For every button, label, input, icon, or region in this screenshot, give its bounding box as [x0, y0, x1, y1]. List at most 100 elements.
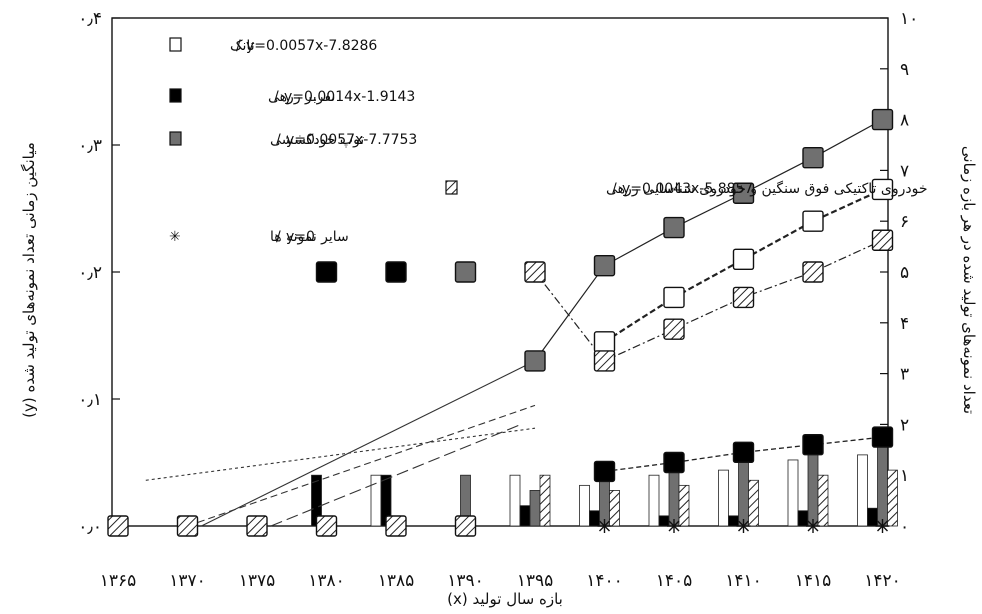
y-left-tick-label: ۰٫۰ [78, 517, 102, 537]
legend-swatch-apc [169, 88, 182, 103]
y-right-tick-label: ۰ [900, 517, 909, 537]
legend-item-spg: y=0.0057x-7.7753 / توپ خودکششی [169, 131, 417, 148]
bar [509, 474, 521, 527]
bar [867, 507, 878, 527]
y-left-axis-title: میانگین زمانی تعداد نمونه‌های تولید شده … [20, 142, 38, 418]
y-left-tick-label: ۰٫۱ [78, 390, 102, 410]
x-tick-label: ۱۳۷۰ [169, 571, 206, 591]
trend-lines [145, 360, 536, 527]
x-tick-label: ۱۳۹۰ [447, 571, 484, 591]
marker [871, 178, 894, 201]
bar [718, 469, 729, 527]
bars [311, 434, 898, 527]
legend-swatch-spg [169, 131, 182, 146]
y-right-tick-label: ۱۰ [900, 9, 918, 29]
legend-equation-spg: y=0.0057x-7.7753 [286, 132, 417, 148]
bar [787, 459, 799, 527]
legend-equation-other: y=0 [286, 229, 315, 245]
bar [797, 510, 809, 527]
y-right-tick-label: ۲ [900, 415, 909, 435]
marker-stroke [668, 520, 680, 532]
series-line [603, 188, 883, 343]
marker [246, 515, 268, 537]
y-right-tick-label: ۳ [900, 365, 909, 385]
legend-label-tactical: خودروی تاکتیکی فوق سنگین و خودروی شناسای… [606, 180, 928, 197]
legend: y=0.0057x-7.8286 / تانک y=0.0014x-1.9143… [169, 37, 928, 245]
marker [593, 331, 616, 353]
marker [315, 261, 338, 283]
legend-label-spg: توپ خودکششی [270, 132, 364, 148]
x-tick-label: ۱۳۷۵ [239, 571, 276, 591]
marker-other [875, 519, 890, 533]
marker [593, 460, 616, 483]
marker-other [667, 519, 681, 533]
marker [732, 182, 755, 204]
legend-separator: / [612, 181, 617, 197]
y-left-tick-label: ۰٫۴ [78, 9, 102, 29]
y-right-tick-labels: ۰ ۱ ۲ ۳ ۴ ۵ ۶ ۷ ۸ ۹ ۱۰ [900, 9, 918, 537]
marker [732, 286, 755, 309]
marker [802, 210, 824, 232]
legend-swatch-tank [169, 37, 182, 52]
x-axis-title: بازه سال تولید (x) [447, 590, 563, 608]
legend-separator: / [236, 38, 241, 54]
x-tick-label: ۱۳۹۵ [517, 571, 554, 591]
legend-label-other: سایر نمونه ها [270, 229, 349, 245]
marker-other [736, 519, 751, 533]
legend-swatch-other: ✳ [169, 229, 181, 245]
marker [176, 515, 199, 537]
legend-item-tank: y=0.0057x-7.8286 / تانک [169, 37, 377, 54]
bar [748, 479, 759, 527]
tick-marks [112, 17, 888, 527]
marker-stroke [807, 520, 819, 532]
bar [658, 515, 670, 527]
y-left-tick-label: ۰٫۲ [78, 263, 102, 283]
y-right-tick-label: ۷ [900, 161, 909, 181]
legend-item-tactical: y=0.0043x-5.8857 / خودروی تاکتیکی فوق سن… [445, 180, 928, 197]
legend-item-apc: y=0.0014x-1.9143 / نفربر زرهی [169, 88, 415, 105]
legend-equation-apc: y=0.0014x-1.9143 [284, 89, 415, 105]
bar [877, 434, 888, 527]
y-right-tick-label: ۸ [900, 111, 909, 131]
bar [728, 515, 739, 527]
x-tick-label: ۱۳۶۵ [100, 571, 137, 591]
marker [871, 229, 894, 251]
series-line [534, 239, 883, 362]
marker [802, 261, 824, 283]
marker [802, 146, 824, 169]
x-tick-label: ۱۳۸۵ [378, 571, 415, 591]
trend-line [145, 427, 536, 481]
x-tick-label: ۱۴۱۰ [725, 571, 762, 591]
marker [385, 515, 407, 537]
x-tick-label: ۱۴۰۰ [586, 571, 623, 591]
legend-separator: / [276, 229, 281, 245]
bar [589, 510, 600, 527]
marker [663, 286, 685, 309]
y-right-tick-label: ۹ [900, 60, 909, 80]
marker-other [597, 519, 612, 533]
marker-stroke [599, 520, 610, 532]
marker [107, 515, 129, 537]
marker [663, 216, 685, 239]
marker [732, 248, 755, 271]
bar [668, 464, 680, 527]
series-line [534, 119, 883, 362]
bar [817, 474, 829, 527]
marker [593, 254, 616, 277]
trend-line [201, 360, 536, 527]
x-tick-labels: ۱۳۶۵ ۱۳۷۰ ۱۳۷۵ ۱۳۸۰ ۱۳۸۵ ۱۳۹۰ ۱۳۹۵ ۱۴۰۰ ۱۴۰۵ ۱۴۱۰… [100, 571, 901, 591]
legend-equation-tank: y=0.0057x-7.8286 [246, 38, 377, 54]
y-right-tick-label: ۴ [900, 314, 909, 334]
bar [529, 490, 541, 527]
marker [802, 434, 824, 456]
marker [871, 426, 894, 448]
bar [738, 454, 749, 527]
bar [807, 444, 819, 527]
marker [732, 441, 755, 464]
marker-stroke [877, 520, 888, 532]
markers [107, 108, 894, 537]
marker [385, 261, 407, 283]
marker-other [806, 519, 820, 533]
bar [887, 469, 898, 527]
x-tick-label: ۱۴۱۵ [795, 571, 832, 591]
